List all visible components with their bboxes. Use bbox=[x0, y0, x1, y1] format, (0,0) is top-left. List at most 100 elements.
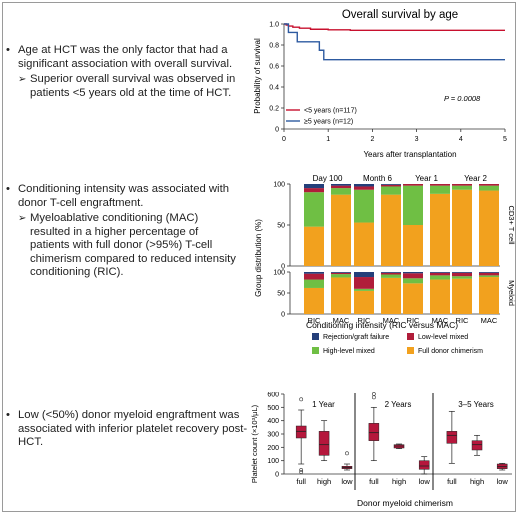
box-outlier bbox=[299, 397, 304, 402]
myeloid-bar-segment bbox=[403, 272, 423, 274]
myeloid-y-tick-label: 50 bbox=[277, 291, 285, 298]
box-outlier bbox=[371, 395, 376, 400]
myeloid-bar-segment bbox=[331, 274, 351, 278]
survival-x-tick-label: 1 bbox=[326, 136, 330, 143]
figure-frame bbox=[2, 2, 516, 512]
tcell-bar-segment bbox=[331, 184, 351, 186]
conditioning-category-label: MAC bbox=[383, 316, 400, 325]
myeloid-bar-segment bbox=[354, 277, 374, 289]
conditioning-category-label: RIC bbox=[308, 316, 322, 325]
tcell-bar-segment bbox=[381, 194, 401, 266]
bullet-2: • Conditioning intensity was associated … bbox=[6, 183, 244, 210]
platelet-x-axis-label: Donor myeloid chimerism bbox=[357, 498, 453, 508]
myeloid-bar-segment bbox=[403, 283, 423, 314]
conditioning-category-label: RIC bbox=[358, 316, 372, 325]
survival-x-tick-label: 4 bbox=[459, 136, 463, 143]
timepoint-label: Year 1 bbox=[415, 174, 438, 183]
bullet-3-text: Low (<50%) donor myeloid engraftment was… bbox=[18, 409, 248, 449]
arrowhead-icon: ➢ bbox=[18, 213, 27, 224]
tcell-bar-segment bbox=[452, 184, 472, 186]
platelet-y-tick-label: 400 bbox=[267, 418, 279, 425]
tcell-bar-segment bbox=[479, 184, 499, 186]
myeloid-y-tick-label: 0 bbox=[281, 312, 285, 319]
myeloid-bar-segment bbox=[354, 288, 374, 291]
conditioning-category-label: MAC bbox=[432, 316, 449, 325]
platelet-group-label: high bbox=[392, 477, 406, 486]
tcell-bar-segment bbox=[304, 192, 324, 227]
myeloid-bar-segment bbox=[430, 272, 450, 276]
timepoint-label: Year 2 bbox=[464, 174, 487, 183]
tcell-bar-segment bbox=[381, 184, 401, 187]
tcell-bar-segment bbox=[452, 189, 472, 266]
bullet-1: • Age at HCT was the only factor that ha… bbox=[6, 44, 251, 71]
platelet-group-label: full bbox=[296, 477, 306, 486]
survival-y-tick-label: 0.4 bbox=[269, 85, 279, 92]
survival-legend-label: <5 years (n=117) bbox=[304, 108, 357, 115]
survival-chart-title: Overall survival by age bbox=[342, 9, 458, 21]
myeloid-bar-segment bbox=[430, 275, 450, 280]
tcell-y-tick-label: 0 bbox=[281, 264, 285, 271]
tcell-bar-segment bbox=[403, 184, 423, 186]
timepoint-label: Day 100 bbox=[313, 174, 343, 183]
chimerism-legend-label: Rejection/graft failure bbox=[323, 334, 389, 341]
myeloid-bar-segment bbox=[304, 273, 324, 280]
survival-x-tick-label: 5 bbox=[503, 136, 507, 143]
platelet-panel-title: 2 Years bbox=[385, 400, 412, 409]
tcell-bar-segment bbox=[354, 222, 374, 266]
box-outlier bbox=[299, 468, 304, 472]
myeloid-bar-segment bbox=[331, 277, 351, 314]
tcell-bar-segment bbox=[354, 186, 374, 190]
platelet-panel-title: 3–5 Years bbox=[458, 400, 494, 409]
tcell-bar-segment bbox=[452, 185, 472, 190]
platelet-group-label: high bbox=[470, 477, 484, 486]
platelet-y-tick-label: 0 bbox=[275, 472, 279, 479]
tcell-bar-segment bbox=[479, 185, 499, 191]
tcell-bar-segment bbox=[331, 185, 351, 189]
bullet-dot: • bbox=[6, 183, 10, 195]
platelet-y-tick-label: 100 bbox=[267, 458, 279, 465]
survival-y-tick-label: 0.2 bbox=[269, 106, 279, 113]
myeloid-bar-segment bbox=[304, 279, 324, 288]
box-outlier bbox=[345, 451, 349, 456]
tcell-bar-segment bbox=[479, 190, 499, 266]
survival-line-under5 bbox=[284, 23, 505, 31]
bullet-1-sub: ➢ Superior overall survival was observed… bbox=[18, 73, 248, 100]
bullet-1-text: Age at HCT was the only factor that had … bbox=[18, 44, 233, 70]
platelet-group-label: full bbox=[369, 477, 379, 486]
tcell-bar-segment bbox=[403, 225, 423, 266]
bullet-3: • Low (<50%) donor myeloid engraftment w… bbox=[6, 409, 251, 450]
survival-y-axis-label: Probability of survival bbox=[253, 38, 262, 114]
chimerism-bar-chart: Group distribution (%) Conditioning inte… bbox=[254, 174, 516, 355]
tcell-row-label: CD3+ T cell bbox=[507, 205, 516, 244]
box-body bbox=[446, 431, 458, 444]
conditioning-category-label: MAC bbox=[481, 316, 498, 325]
chimerism-legend-swatch bbox=[407, 347, 414, 354]
conditioning-category-label: MAC bbox=[333, 316, 350, 325]
tcell-bar-segment bbox=[304, 226, 324, 266]
platelet-group-label: low bbox=[419, 477, 431, 486]
myeloid-bar-segment bbox=[479, 277, 499, 314]
survival-chart: Overall survival by age Probability of s… bbox=[253, 9, 507, 159]
myeloid-bar-segment bbox=[479, 272, 499, 276]
box-body bbox=[368, 423, 380, 441]
myeloid-bar-segment bbox=[354, 290, 374, 314]
platelet-group-label: low bbox=[341, 477, 353, 486]
tcell-bar-segment bbox=[304, 184, 324, 189]
myeloid-y-tick-label: 100 bbox=[273, 270, 285, 277]
myeloid-bar-segment bbox=[452, 272, 472, 277]
box-body bbox=[418, 460, 430, 470]
survival-y-tick-label: 0 bbox=[275, 127, 279, 134]
bullet-dot: • bbox=[6, 409, 10, 421]
tcell-bar-segment bbox=[403, 185, 423, 225]
survival-line-over5 bbox=[284, 23, 505, 61]
chimerism-legend-swatch bbox=[312, 333, 319, 340]
platelet-y-tick-label: 500 bbox=[267, 405, 279, 412]
myeloid-bar-segment bbox=[452, 278, 472, 314]
tcell-bar-segment bbox=[381, 184, 401, 185]
platelet-group-label: low bbox=[497, 477, 509, 486]
myeloid-bar-segment bbox=[430, 279, 450, 314]
myeloid-bar-segment bbox=[381, 277, 401, 314]
myeloid-row-label: Myeloid bbox=[507, 280, 516, 306]
survival-x-tick-label: 2 bbox=[370, 136, 374, 143]
myeloid-bar-segment bbox=[403, 273, 423, 279]
